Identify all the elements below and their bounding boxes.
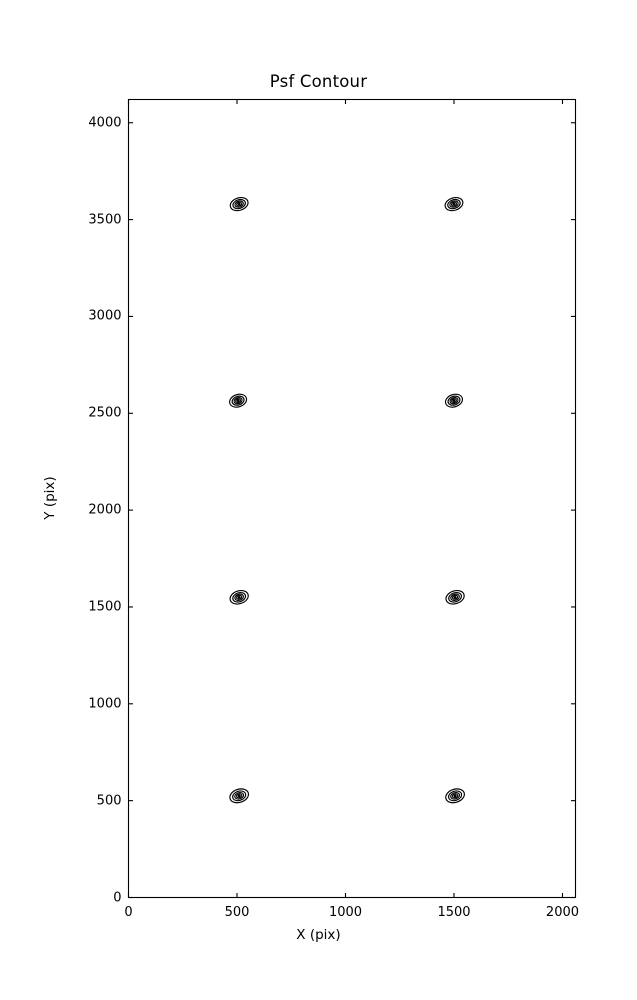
x-tick-label: 0 [124,904,133,920]
contour-ring [235,793,243,799]
contour-ring [449,200,459,208]
contour-ring [237,202,241,206]
contour-ring [448,592,463,603]
contour-ring [236,399,240,402]
contour-ring [232,198,246,210]
y-tick-label: 3500 [88,212,122,228]
y-tick-label: 2000 [88,502,122,518]
y-tick-label: 1000 [88,696,122,712]
contour-series [229,196,465,804]
contour-ring [452,202,456,206]
contour-ring [447,198,461,210]
contour-ring [236,594,243,600]
y-tick-label: 2500 [88,405,122,421]
contour-ring [229,589,249,605]
contour-ring [450,593,460,602]
contour-ring [452,399,456,402]
contour-ring [451,793,459,799]
x-axis-label: X (pix) [296,927,341,943]
x-tick-label: 500 [224,904,250,920]
x-tick-label: 1000 [328,904,363,920]
y-tick-label: 500 [96,793,122,809]
psf-contour-blob [229,196,249,212]
contour-ring [453,596,457,599]
axes-frame [127,98,577,899]
contour-ring [234,791,245,800]
contour-ring [231,395,245,406]
contour-ring [445,788,465,804]
contour-ring [229,788,250,804]
contour-ring [236,201,243,207]
contour-ring [237,596,241,599]
contour-ring [229,196,249,212]
y-tick-label: 0 [113,890,122,905]
psf-contour-blob [445,589,465,605]
contour-ring [450,201,458,207]
contour-ring [451,594,459,600]
psf-contour-blob [444,393,464,408]
y-tick-label: 4000 [88,115,122,131]
x-tick-label: 2000 [545,904,580,920]
contour-ring [234,200,244,208]
x-tick-label: 1500 [437,904,471,920]
y-axis-label: Y (pix) [42,476,58,520]
contour-ring [233,397,243,405]
axis-ticks [127,99,576,899]
contour-ring [445,589,465,605]
psf-contour-blob [229,788,250,804]
contour-ring [229,393,248,408]
psf-contour-blob [444,196,464,212]
plot-border [127,98,577,899]
contour-ring [232,790,247,802]
chart-title: Psf Contour [269,72,368,91]
contour-ring [451,398,457,404]
contour-ring [232,592,247,603]
contour-ring [444,196,464,212]
contour-ring [234,593,245,602]
y-tick-label: 1500 [88,599,122,615]
contour-ring [450,791,461,800]
psf-contour-blob [229,589,249,605]
contour-ring [444,393,464,408]
contour-ring [449,397,459,405]
contour-ring [235,398,242,404]
y-tick-label: 3000 [88,308,122,324]
psf-contour-blob [229,393,248,408]
contour-ring [447,790,463,802]
contour-ring [447,395,461,406]
contour-ring [237,794,241,798]
psf-contour-blob [445,788,465,804]
contour-ring [453,794,457,798]
